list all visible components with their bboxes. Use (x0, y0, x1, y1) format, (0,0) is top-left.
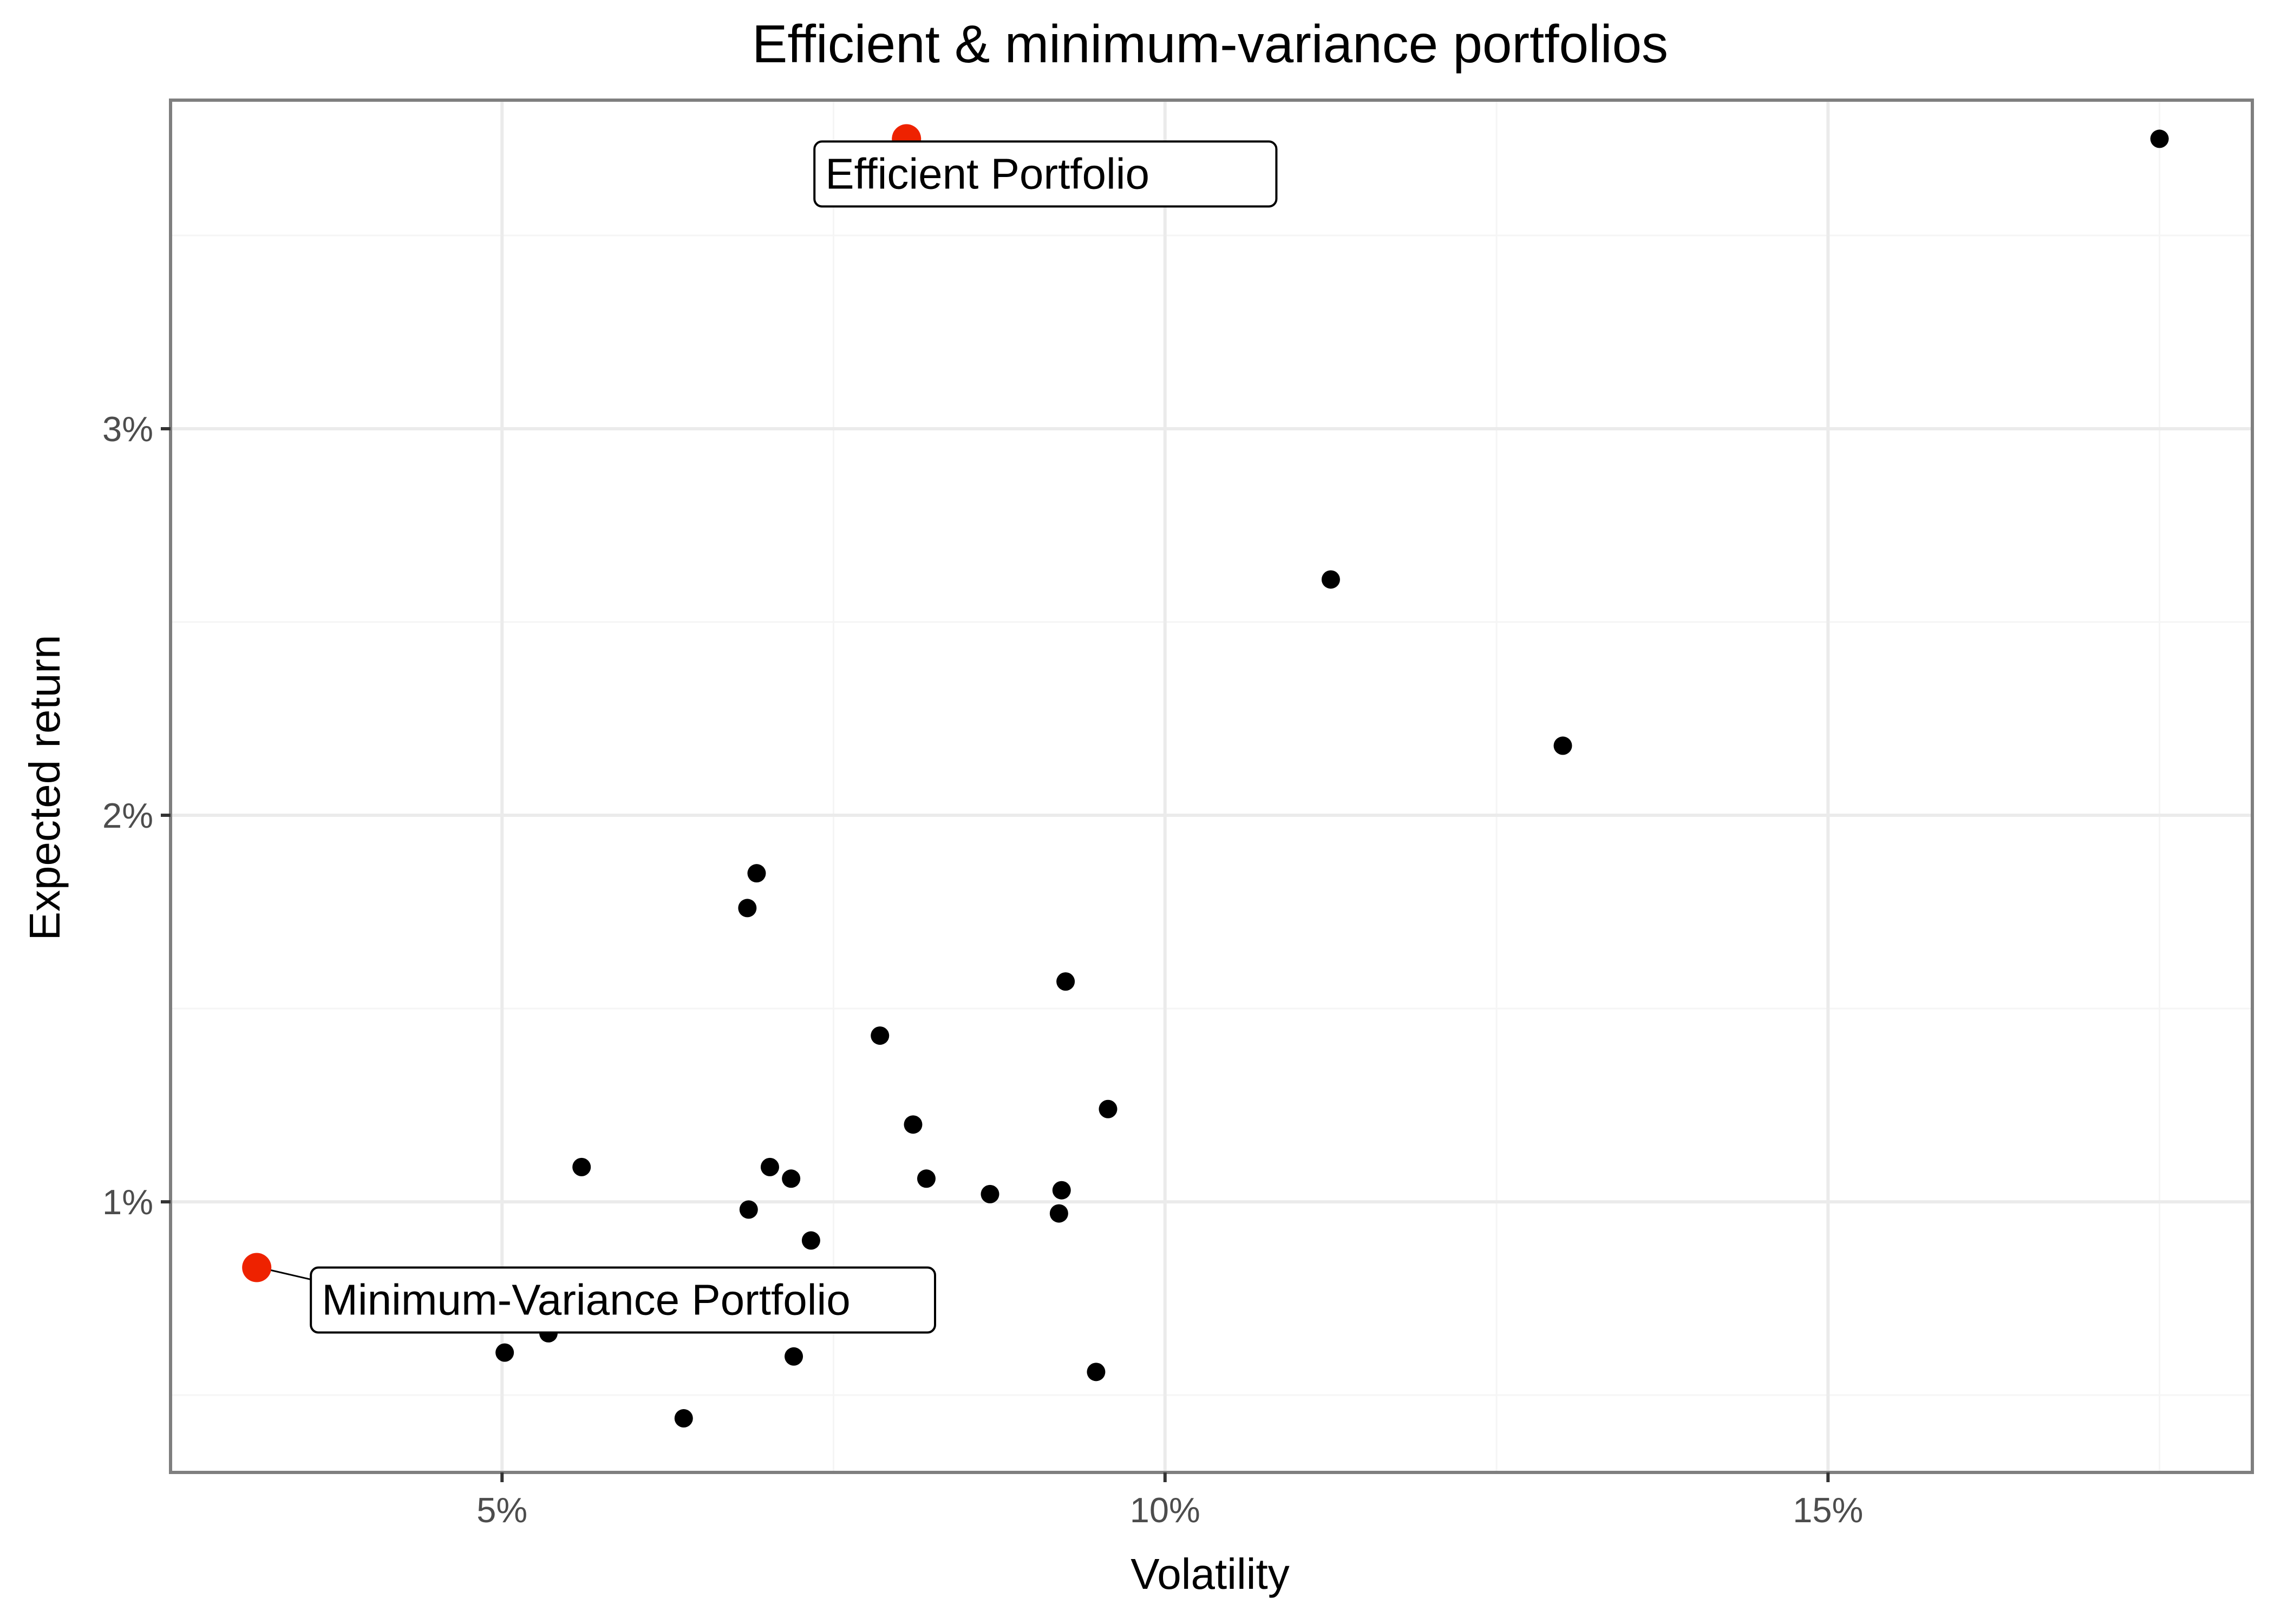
data-point (674, 1409, 693, 1428)
data-point (1553, 736, 1572, 755)
minimum-variance-portfolio-label-box (310, 1266, 936, 1334)
y-tick-label: 3% (102, 409, 153, 449)
chart-title: Efficient & minimum-variance portfolios (752, 14, 1668, 74)
efficient-portfolio-label-box (813, 140, 1278, 208)
minimum-variance-portfolio-point (242, 1253, 272, 1282)
data-point (747, 864, 766, 883)
data-points (495, 129, 2169, 1428)
data-point (801, 1231, 820, 1250)
x-tick-label: 5% (476, 1490, 527, 1530)
data-point (2150, 129, 2169, 148)
data-point (981, 1184, 999, 1203)
y-axis: 1% 2% 3% (102, 409, 171, 1222)
x-axis-title: Volatility (1131, 1550, 1289, 1598)
data-point (1052, 1181, 1071, 1200)
data-point (1056, 972, 1075, 991)
data-point (495, 1343, 514, 1362)
x-tick-label: 15% (1793, 1490, 1863, 1530)
minimum-variance-portfolio-leader-line (266, 1268, 311, 1280)
minor-gridlines (171, 100, 2252, 1472)
x-axis: 5% 10% 15% (476, 1472, 1863, 1530)
data-point (1087, 1363, 1106, 1381)
major-gridlines (171, 100, 2252, 1472)
y-axis-title: Expected return (21, 635, 69, 941)
minimum-variance-portfolio-label: Minimum-Variance Portfolio (322, 1276, 851, 1324)
efficient-portfolio-label: Efficient Portfolio (825, 149, 1149, 198)
data-point (904, 1115, 923, 1134)
data-point (917, 1169, 936, 1188)
data-point (782, 1169, 801, 1188)
highlighted-portfolios: Efficient Portfolio Minimum-Variance Port… (242, 124, 1278, 1334)
data-point (739, 1200, 758, 1219)
data-point (1049, 1204, 1068, 1223)
x-tick-label: 10% (1130, 1490, 1200, 1530)
data-point (785, 1347, 803, 1366)
data-point (1321, 570, 1340, 589)
data-point (871, 1026, 890, 1045)
data-point (738, 899, 757, 918)
panel-border (169, 99, 2254, 1474)
data-point (1099, 1099, 1118, 1118)
data-point (760, 1157, 779, 1176)
y-tick-label: 1% (102, 1182, 153, 1222)
data-point (572, 1157, 591, 1176)
y-tick-label: 2% (102, 796, 153, 835)
